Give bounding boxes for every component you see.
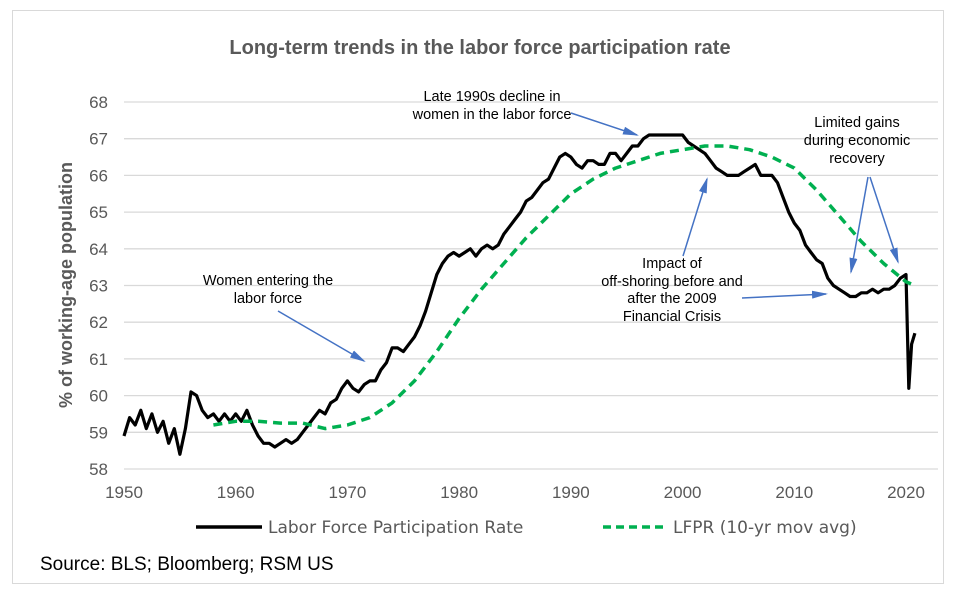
annotation-late-1990s: Late 1990s decline in women in the labor… xyxy=(412,89,572,123)
arrow-offshoring-2013 xyxy=(741,290,828,299)
y-tick-label: 68 xyxy=(89,93,108,112)
x-tick-label: 1980 xyxy=(440,483,478,502)
source-note: Source: BLS; Bloomberg; RSM US xyxy=(40,554,334,575)
annotation-text-line: Late 1990s decline in xyxy=(423,89,560,105)
y-tick-label: 59 xyxy=(89,423,108,442)
y-tick-label: 62 xyxy=(89,313,108,332)
x-tick-label: 1960 xyxy=(217,483,255,502)
series-line-moving-avg xyxy=(213,144,916,431)
legend-label-lfpr: Labor Force Participation Rate xyxy=(268,518,523,538)
y-tick-label: 64 xyxy=(89,240,108,259)
series-group xyxy=(122,133,917,456)
annotation-text-line: Financial Crisis xyxy=(623,309,721,325)
arrow-limited-gains-1 xyxy=(849,176,869,274)
y-tick-label: 67 xyxy=(89,130,108,149)
annotation-limited-gains: Limited gains during economic recovery xyxy=(804,115,910,167)
y-tick-label: 63 xyxy=(89,277,108,296)
x-axis-ticks: 1950 1960 1970 1980 1990 2000 2010 2020 xyxy=(105,483,925,502)
y-tick-label: 65 xyxy=(89,203,108,222)
arrow-late-1990s xyxy=(570,112,639,136)
arrow-women-entering xyxy=(277,310,366,363)
annotation-arrows xyxy=(277,112,899,363)
x-tick-label: 1990 xyxy=(552,483,590,502)
annotation-text-line: Women entering the xyxy=(203,273,333,289)
arrow-offshoring-2003 xyxy=(682,177,708,257)
y-axis-ticks: 58 59 60 61 62 63 64 65 66 67 68 xyxy=(89,93,108,479)
y-tick-label: 66 xyxy=(89,166,108,185)
x-tick-label: 1970 xyxy=(329,483,367,502)
legend: Labor Force Participation Rate LFPR (10-… xyxy=(196,518,857,538)
chart-frame xyxy=(12,10,944,584)
y-tick-label: 60 xyxy=(89,387,108,406)
annotation-text-line: off-shoring before and xyxy=(601,274,743,290)
chart-title: Long-term trends in the labor force part… xyxy=(229,37,730,59)
y-tick-label: 61 xyxy=(89,350,108,369)
legend-label-moving-avg: LFPR (10-yr mov avg) xyxy=(673,518,857,538)
annotation-text-line: during economic xyxy=(804,133,910,149)
arrow-limited-gains-2 xyxy=(869,176,899,264)
annotation-text-line: after the 2009 xyxy=(627,291,717,307)
annotation-offshoring: Impact of off-shoring before and after t… xyxy=(601,256,743,325)
series-line-lfpr xyxy=(122,133,917,456)
x-tick-label: 2000 xyxy=(664,483,702,502)
annotation-text-line: Impact of xyxy=(642,256,703,272)
annotation-text-line: women in the labor force xyxy=(412,107,572,123)
y-axis-label: % of working-age population xyxy=(56,162,76,408)
x-tick-label: 2010 xyxy=(775,483,813,502)
x-tick-label: 1950 xyxy=(105,483,143,502)
x-tick-label: 2020 xyxy=(887,483,925,502)
y-tick-label: 58 xyxy=(89,460,108,479)
annotation-text-line: labor force xyxy=(234,291,303,307)
annotation-text-line: Limited gains xyxy=(814,115,899,131)
annotation-text-line: recovery xyxy=(829,151,885,167)
annotation-women-entering: Women entering the labor force xyxy=(203,273,333,307)
